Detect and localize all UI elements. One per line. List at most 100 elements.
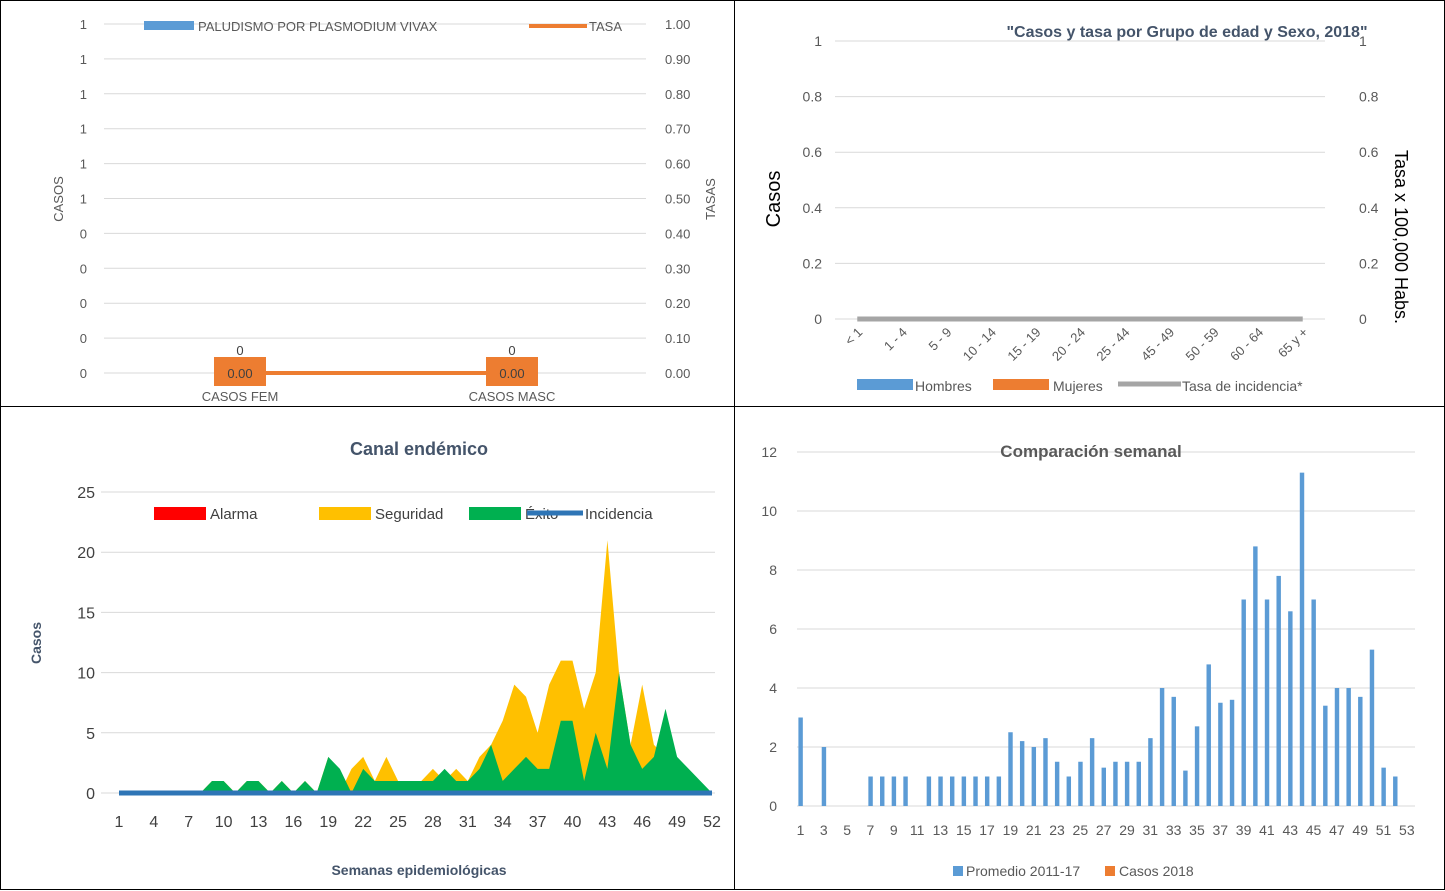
x-tick-label: 1 - 4 <box>881 325 910 354</box>
x-tick-label: 37 <box>529 814 547 831</box>
y2-axis-title: TASAS <box>703 178 718 220</box>
bar-promedio <box>1183 770 1188 806</box>
y-tick-label: 10 <box>761 503 777 519</box>
x-tick-label: 21 <box>1026 822 1042 838</box>
y-axis-title: Casos <box>763 171 785 228</box>
chart-panel-age: 0 0 0.2 0.2 0.4 0.4 0.6 0.6 0.8 0.8 1 1 "Casos y tas… <box>734 0 1445 408</box>
x-tick-label: 13 <box>933 822 949 838</box>
bar-promedio <box>1311 599 1316 806</box>
y-tick-label: 4 <box>769 680 777 696</box>
y-tick-label: 8 <box>769 562 777 578</box>
bar-promedio <box>1008 732 1013 806</box>
bar-promedio <box>1101 767 1106 806</box>
bar-promedio <box>961 776 967 806</box>
x-tick-label: 33 <box>1166 822 1182 838</box>
x-tick-label: 22 <box>354 814 372 831</box>
bar-promedio <box>973 776 978 806</box>
legend-swatch-bar <box>144 21 194 30</box>
x-tick-label: 25 <box>389 814 407 831</box>
chart-title: Comparación semanal <box>1000 442 1181 461</box>
x-tick-label: 52 <box>703 814 721 831</box>
y-tick-label: 1 <box>814 33 822 49</box>
y2-tick-label: 1.00 <box>665 17 690 32</box>
x-tick-label: 5 - 9 <box>925 325 954 354</box>
x-tick-label: 15 - 19 <box>1004 325 1043 364</box>
legend-swatch-mujeres <box>993 379 1049 390</box>
bar-promedio <box>1369 649 1375 806</box>
bar-promedio <box>1159 688 1165 806</box>
legend-label: Mujeres <box>1053 378 1103 394</box>
y2-tick-label: 0.90 <box>665 52 690 67</box>
legend-label: Hombres <box>915 378 972 394</box>
x-tick-label: 50 - 59 <box>1183 325 1222 364</box>
bar-promedio <box>1148 738 1153 806</box>
x-tick-label: 20 - 24 <box>1049 325 1088 364</box>
y-tick-label: 1 <box>80 87 87 102</box>
bar-promedio <box>1323 705 1328 806</box>
bar-promedio <box>1078 761 1083 806</box>
bar-promedio <box>1031 747 1037 806</box>
y-tick-label: 0 <box>80 261 87 276</box>
y-tick-label: 10 <box>77 666 95 683</box>
bar-promedio <box>1229 699 1235 806</box>
chart-title: "Casos y tasa por Grupo de edad y Sexo, … <box>1006 24 1367 41</box>
x-tick-label: 35 <box>1189 822 1205 838</box>
x-tick-label: 31 <box>1143 822 1159 838</box>
x-tick-label: 43 <box>1282 822 1298 838</box>
bar-promedio <box>1089 738 1095 806</box>
y-tick-label: 1 <box>80 157 87 172</box>
bar-promedio <box>1276 575 1281 806</box>
y2-tick-label: 0.00 <box>665 366 690 381</box>
y-tick-label: 0 <box>769 798 777 814</box>
y2-tick-label: 0.10 <box>665 331 690 346</box>
legend-label: Seguridad <box>375 506 443 523</box>
bar-promedio <box>1381 767 1386 806</box>
data-label-tasa: 0.00 <box>227 366 252 381</box>
chart-sex-svg: 0 0.00 0 0.10 0 0.20 0 0.30 0 0.40 1 0.50 1 0.60 1 0.70… <box>51 17 718 404</box>
x-tick-label: 49 <box>1352 822 1368 838</box>
x-tick-label: 7 <box>867 822 875 838</box>
y-tick-label: 0.8 <box>803 89 823 105</box>
x-tick-label: 19 <box>1003 822 1019 838</box>
y2-tick-label: 0.70 <box>665 122 690 137</box>
legend-label: Incidencia <box>585 506 653 523</box>
x-tick-label: 46 <box>633 814 651 831</box>
bar-promedio <box>821 747 827 806</box>
x-tick-label: 15 <box>956 822 972 838</box>
x-tick-label: 19 <box>319 814 337 831</box>
series-area-exito <box>119 672 712 793</box>
legend-label: Promedio 2011-17 <box>966 863 1080 879</box>
bar-promedio <box>1393 776 1398 806</box>
chart-panel-endemic: 0 5 10 15 20 25 Canal endémico Casos Semanas epi… <box>0 406 736 890</box>
y-tick-label: 12 <box>761 444 777 460</box>
x-tick-label: 17 <box>979 822 995 838</box>
x-tick-label: 27 <box>1096 822 1112 838</box>
y-tick-label: 0.4 <box>803 200 823 216</box>
legend-label: PALUDISMO POR PLASMODIUM VIVAX <box>198 19 438 34</box>
y-tick-label: 6 <box>769 621 777 637</box>
y-tick-label: 25 <box>77 485 95 502</box>
bar-promedio <box>1346 688 1351 806</box>
bar-promedio <box>938 776 943 806</box>
chart-endemic-svg: 0 5 10 15 20 25 Canal endémico Casos Semanas epi… <box>28 439 721 878</box>
y-tick-label: 5 <box>86 726 95 743</box>
bar-promedio <box>1194 726 1200 806</box>
bar-promedio <box>984 776 990 806</box>
legend-label: Casos 2018 <box>1119 863 1194 879</box>
y-tick-label: 15 <box>77 605 95 622</box>
x-tick-label: 43 <box>598 814 616 831</box>
x-tick-label: 3 <box>820 822 828 838</box>
x-tick-label: 28 <box>424 814 442 831</box>
x-tick-label: 1 <box>115 814 124 831</box>
x-tick-label: 51 <box>1376 822 1392 838</box>
x-tick-label: 60 - 64 <box>1227 325 1266 364</box>
x-tick-label: 53 <box>1399 822 1415 838</box>
y2-tick-label: 0.2 <box>1359 255 1379 271</box>
y2-tick-label: 1 <box>1359 33 1367 49</box>
legend-swatch-alarma <box>154 507 206 520</box>
x-axis-title: Semanas epidemiológicas <box>331 862 506 878</box>
chart-age-svg: 0 00.2 0.20.4 0.40.6 0.60.8 0.81 1"Casos y tas… <box>763 24 1411 394</box>
x-tick-label: 11 <box>910 822 925 838</box>
legend-label: Tasa de incidencia* <box>1182 378 1303 394</box>
legend-swatch-hombres <box>857 379 913 390</box>
